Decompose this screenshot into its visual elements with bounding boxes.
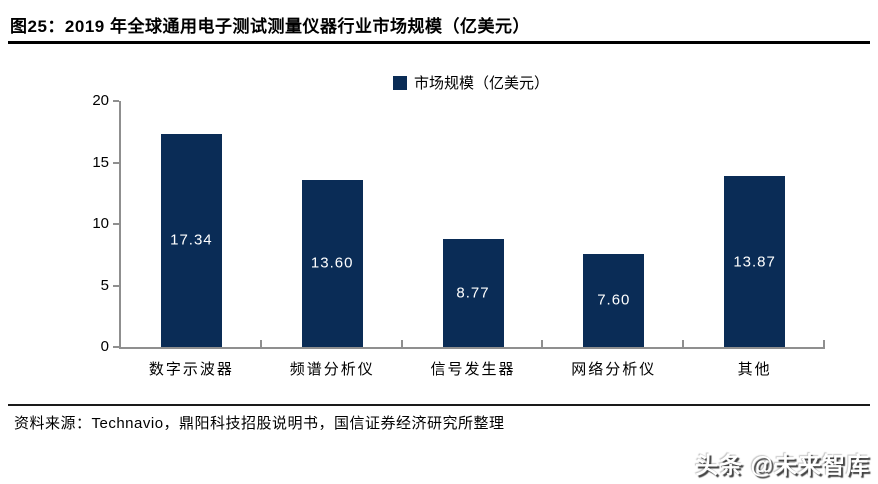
y-axis-tick <box>113 346 119 348</box>
bar-value-label: 13.60 <box>310 254 354 272</box>
chart-legend: 市场规模（亿美元） <box>119 72 823 93</box>
y-axis-tick <box>113 100 119 102</box>
y-axis-tick-label: 20 <box>92 92 109 109</box>
x-axis-tick <box>541 340 544 347</box>
y-axis-tick <box>113 223 119 225</box>
bar: 17.34 <box>160 133 222 347</box>
bar-value-label: 8.77 <box>456 284 490 302</box>
bar-value-label: 13.87 <box>733 253 776 271</box>
bar: 13.60 <box>301 179 363 347</box>
y-axis-tick <box>113 161 119 164</box>
x-axis-category-label: 网络分析仪 <box>571 361 657 378</box>
bar: 8.77 <box>442 239 504 347</box>
x-axis-tick <box>259 340 262 347</box>
x-axis-tick <box>400 340 403 347</box>
y-axis-tick-label: 0 <box>100 338 109 355</box>
x-axis-category-label: 信号发生器 <box>430 361 516 378</box>
y-axis-tick-label: 5 <box>100 276 109 294</box>
x-axis-category-label: 频谱分析仪 <box>289 361 375 378</box>
source-note: 资料来源：Technavio，鼎阳科技招股说明书，国信证券经济研究所整理 <box>14 415 505 432</box>
legend-label: 市场规模（亿美元） <box>413 75 549 92</box>
footer-divider <box>8 404 870 406</box>
figure-title: 图25：2019 年全球通用电子测试测量仪器行业市场规模（亿美元） <box>10 17 530 36</box>
bar: 7.60 <box>583 253 645 347</box>
bar-value-label: 17.34 <box>170 231 213 249</box>
x-axis-category-label: 其他 <box>737 361 772 378</box>
bar-chart-plot-area: 0 5 10 15 20 17.34 数字示波器 13.60 频谱分析仪 8.77 信号发生器 7.6… <box>92 92 825 378</box>
bar-value-label: 7.60 <box>597 291 631 309</box>
y-axis-tick-label: 10 <box>92 215 109 232</box>
y-axis-tick-label: 15 <box>92 153 109 171</box>
x-axis-category-label: 数字示波器 <box>148 361 234 378</box>
y-axis-tick <box>113 284 119 287</box>
legend-swatch-icon <box>392 75 407 90</box>
x-axis-tick <box>823 340 825 347</box>
watermark: 头条 @未来智库 <box>695 452 870 478</box>
bar: 13.87 <box>724 176 786 347</box>
x-axis-tick <box>682 340 685 347</box>
title-divider <box>8 41 870 44</box>
